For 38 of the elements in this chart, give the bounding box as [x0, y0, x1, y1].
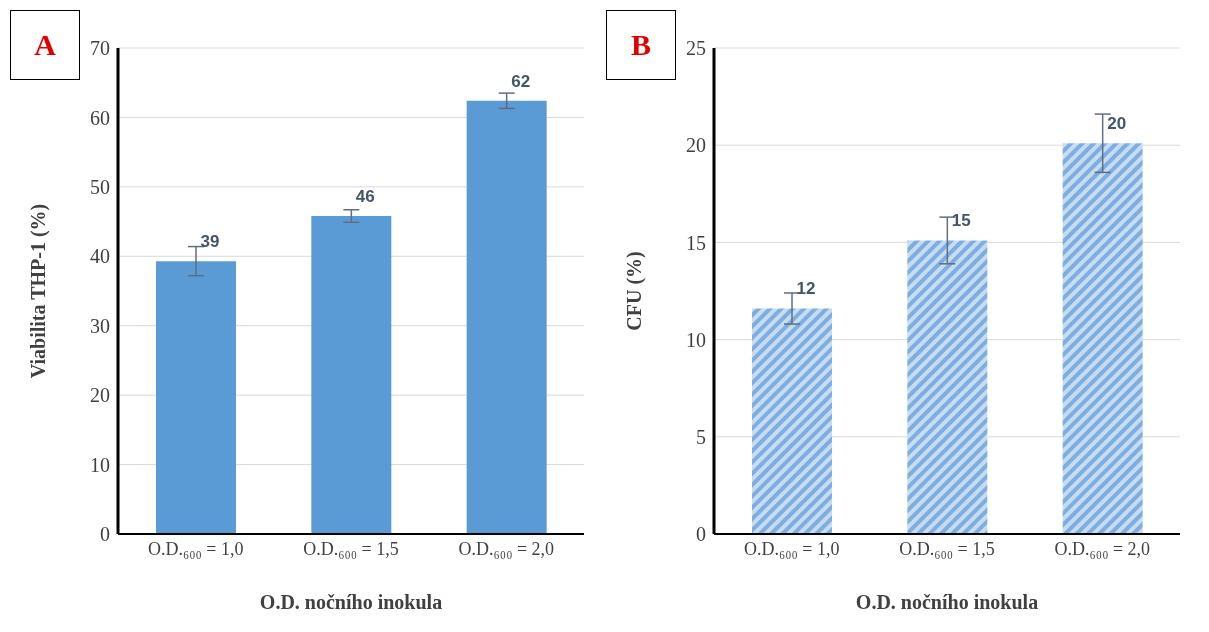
y-axis-title: Viabilita THP-1 (%)	[27, 203, 51, 379]
bar	[752, 308, 832, 534]
y-tick-label: 10	[90, 453, 110, 476]
x-tick-label: O.D.₆₀₀ = 1,0	[147, 538, 244, 559]
x-tick-label: O.D.₆₀₀ = 1,5	[899, 538, 995, 559]
x-axis-title: O.D. nočního inokula	[855, 591, 1039, 613]
y-tick-label: 40	[90, 245, 110, 268]
bar	[1062, 143, 1143, 534]
data-label: 62	[511, 71, 531, 91]
data-label: 46	[355, 187, 375, 207]
x-tick-label: O.D.₆₀₀ = 2,0	[458, 538, 555, 559]
x-tick-label: O.D.₆₀₀ = 1,0	[743, 538, 840, 559]
y-tick-label: 25	[686, 37, 706, 60]
bar	[156, 261, 236, 534]
y-tick-label: 70	[90, 37, 110, 60]
y-tick-label: 60	[90, 106, 110, 129]
y-tick-label: 0	[696, 523, 706, 546]
y-tick-label: 0	[100, 523, 110, 546]
bar	[311, 216, 392, 534]
data-label: 39	[200, 232, 220, 252]
data-label: 15	[951, 211, 971, 231]
y-tick-label: 20	[90, 384, 110, 407]
y-tick-label: 5	[696, 425, 706, 448]
text: B	[606, 10, 676, 80]
data-label: 12	[796, 279, 816, 299]
bar	[907, 240, 988, 534]
y-tick-label: 10	[686, 328, 706, 351]
y-tick-label: 15	[686, 231, 706, 254]
text: A	[10, 10, 80, 80]
x-tick-label: O.D.₆₀₀ = 1,5	[303, 538, 399, 559]
x-axis-title: O.D. nočního inokula	[259, 591, 443, 613]
x-tick-label: O.D.₆₀₀ = 2,0	[1054, 538, 1151, 559]
bar	[466, 100, 547, 534]
y-tick-label: 20	[686, 134, 706, 157]
y-tick-label: 30	[90, 314, 110, 337]
y-axis-title: CFU (%)	[623, 251, 647, 331]
y-tick-label: 50	[90, 175, 110, 198]
data-label: 20	[1107, 114, 1127, 134]
